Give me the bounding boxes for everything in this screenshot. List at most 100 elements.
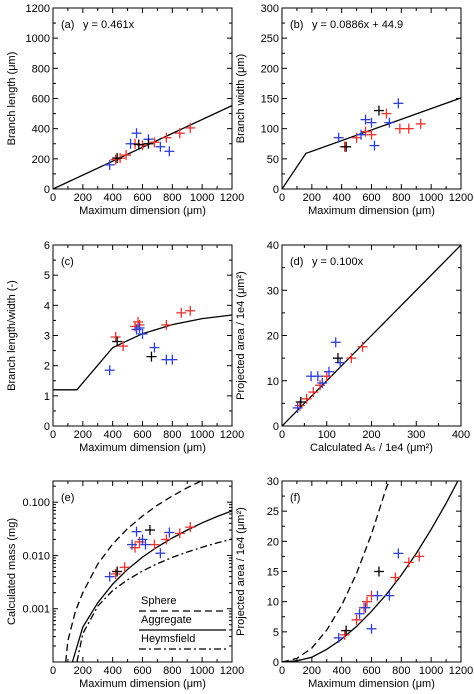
x-tick-label: 1000: [419, 665, 443, 677]
y-tick-label: 0.001: [22, 604, 50, 616]
panel-label: (c): [61, 256, 74, 268]
y-tick-label: 1000: [26, 33, 50, 45]
fit-line: [282, 245, 461, 426]
x-axis-label: Maximum dimension (μm): [79, 678, 206, 690]
x-tick-label: 0: [50, 665, 56, 677]
blue-point: [354, 608, 365, 619]
red-point: [149, 539, 160, 550]
y-axis-label: Branch length (μm): [6, 52, 18, 146]
plot-area: [282, 97, 461, 189]
black-point: [112, 566, 123, 577]
x-tick-label: 400: [103, 192, 121, 204]
blue-point: [125, 138, 136, 149]
blue-point: [104, 159, 115, 170]
plot-area: [282, 481, 459, 662]
y-axis-label: Branch length/width (-): [6, 280, 18, 391]
blue-point: [164, 527, 175, 538]
y-tick-label: 15: [267, 567, 279, 579]
blue-point: [292, 402, 303, 413]
black-point: [295, 397, 306, 408]
y-tick-label: 40: [267, 240, 279, 252]
red-point: [381, 108, 392, 119]
plot-area: [282, 245, 461, 426]
panel-label: (f): [290, 492, 300, 504]
y-tick-label: 0.100: [22, 497, 50, 509]
y-tick-label: 100: [261, 124, 279, 136]
blue-point: [137, 328, 148, 339]
blue-point: [369, 140, 380, 151]
x-tick-label: 1000: [190, 429, 214, 441]
x-tick-label: 400: [332, 192, 350, 204]
y-tick-label: 400: [32, 124, 50, 136]
panel-label: (d): [290, 256, 303, 268]
red-point: [161, 319, 172, 330]
red-point: [176, 307, 187, 318]
black-point: [373, 105, 384, 116]
red-point: [321, 371, 332, 382]
x-tick-label: 100: [318, 429, 336, 441]
fit-equation: y = 0.0886x + 44.9: [312, 19, 403, 31]
black-point: [332, 353, 343, 364]
red-point: [366, 129, 377, 140]
y-tick-label: 1: [44, 391, 50, 403]
y-tick-label: 0.010: [22, 550, 50, 562]
x-tick-label: 300: [407, 429, 425, 441]
panel-6: 0 200 400 600 800 1000 1200 0 5 10 15 20 25 30 Maximum…: [235, 476, 473, 690]
black-point: [146, 351, 157, 362]
panel-5: 0 200 400 600 800 1000 1200 0.001 0.010 0.100 Maxi…: [6, 480, 244, 690]
blue-point: [164, 146, 175, 157]
x-tick-label: 200: [74, 429, 92, 441]
y-tick-label: 20: [267, 331, 279, 343]
y-tick-label: 50: [267, 154, 279, 166]
y-tick-label: 200: [32, 154, 50, 166]
y-tick-label: 10: [267, 597, 279, 609]
red-point: [174, 528, 185, 539]
y-tick-label: 200: [261, 63, 279, 75]
plot-area: [53, 105, 232, 189]
red-point: [301, 393, 312, 404]
legend-entry: Sphere: [141, 595, 176, 607]
red-point: [110, 332, 121, 343]
blue-point: [330, 337, 341, 348]
blue-point: [155, 548, 166, 559]
x-tick-label: 200: [362, 429, 380, 441]
y-axis-label: Projected area / 1e4 (μm²): [235, 271, 247, 400]
x-tick-label: 800: [163, 665, 181, 677]
dashdot-curve: [76, 538, 232, 662]
x-tick-label: 200: [74, 665, 92, 677]
y-tick-label: 10: [267, 376, 279, 388]
x-tick-label: 1200: [449, 665, 473, 677]
x-tick-label: 0: [50, 429, 56, 441]
x-tick-label: 600: [133, 192, 151, 204]
x-tick-label: 800: [392, 192, 410, 204]
y-tick-label: 25: [267, 506, 279, 518]
red-point: [185, 522, 196, 533]
plot-frame: [52, 7, 233, 190]
black-point: [373, 566, 384, 577]
x-tick-label: 0: [279, 429, 285, 441]
panel-label: (a): [61, 19, 74, 31]
blue-point: [360, 114, 371, 125]
x-tick-label: 1000: [419, 192, 443, 204]
y-tick-label: 150: [261, 94, 279, 106]
x-tick-label: 400: [452, 429, 470, 441]
blue-point: [384, 590, 395, 601]
red-point: [149, 137, 160, 148]
y-axis-label: Branch width (μm): [235, 54, 247, 143]
y-tick-label: 2: [44, 361, 50, 373]
blue-point: [149, 342, 160, 353]
dashed-curve: [65, 481, 203, 662]
red-point: [415, 118, 426, 129]
blue-point: [131, 128, 142, 139]
legend-entry: Aggregate: [141, 614, 192, 626]
panel-label: (e): [61, 492, 74, 504]
panel-1: 0 200 400 600 800 1000 1200 0 200 400 600 800 1000 12…: [6, 3, 244, 217]
fit-line: [53, 314, 232, 391]
blue-point: [393, 98, 404, 109]
red-point: [339, 629, 350, 640]
x-tick-label: 200: [74, 192, 92, 204]
y-tick-label: 30: [267, 476, 279, 488]
blue-point: [366, 623, 377, 634]
blue-point: [137, 534, 148, 545]
x-tick-label: 600: [362, 192, 380, 204]
